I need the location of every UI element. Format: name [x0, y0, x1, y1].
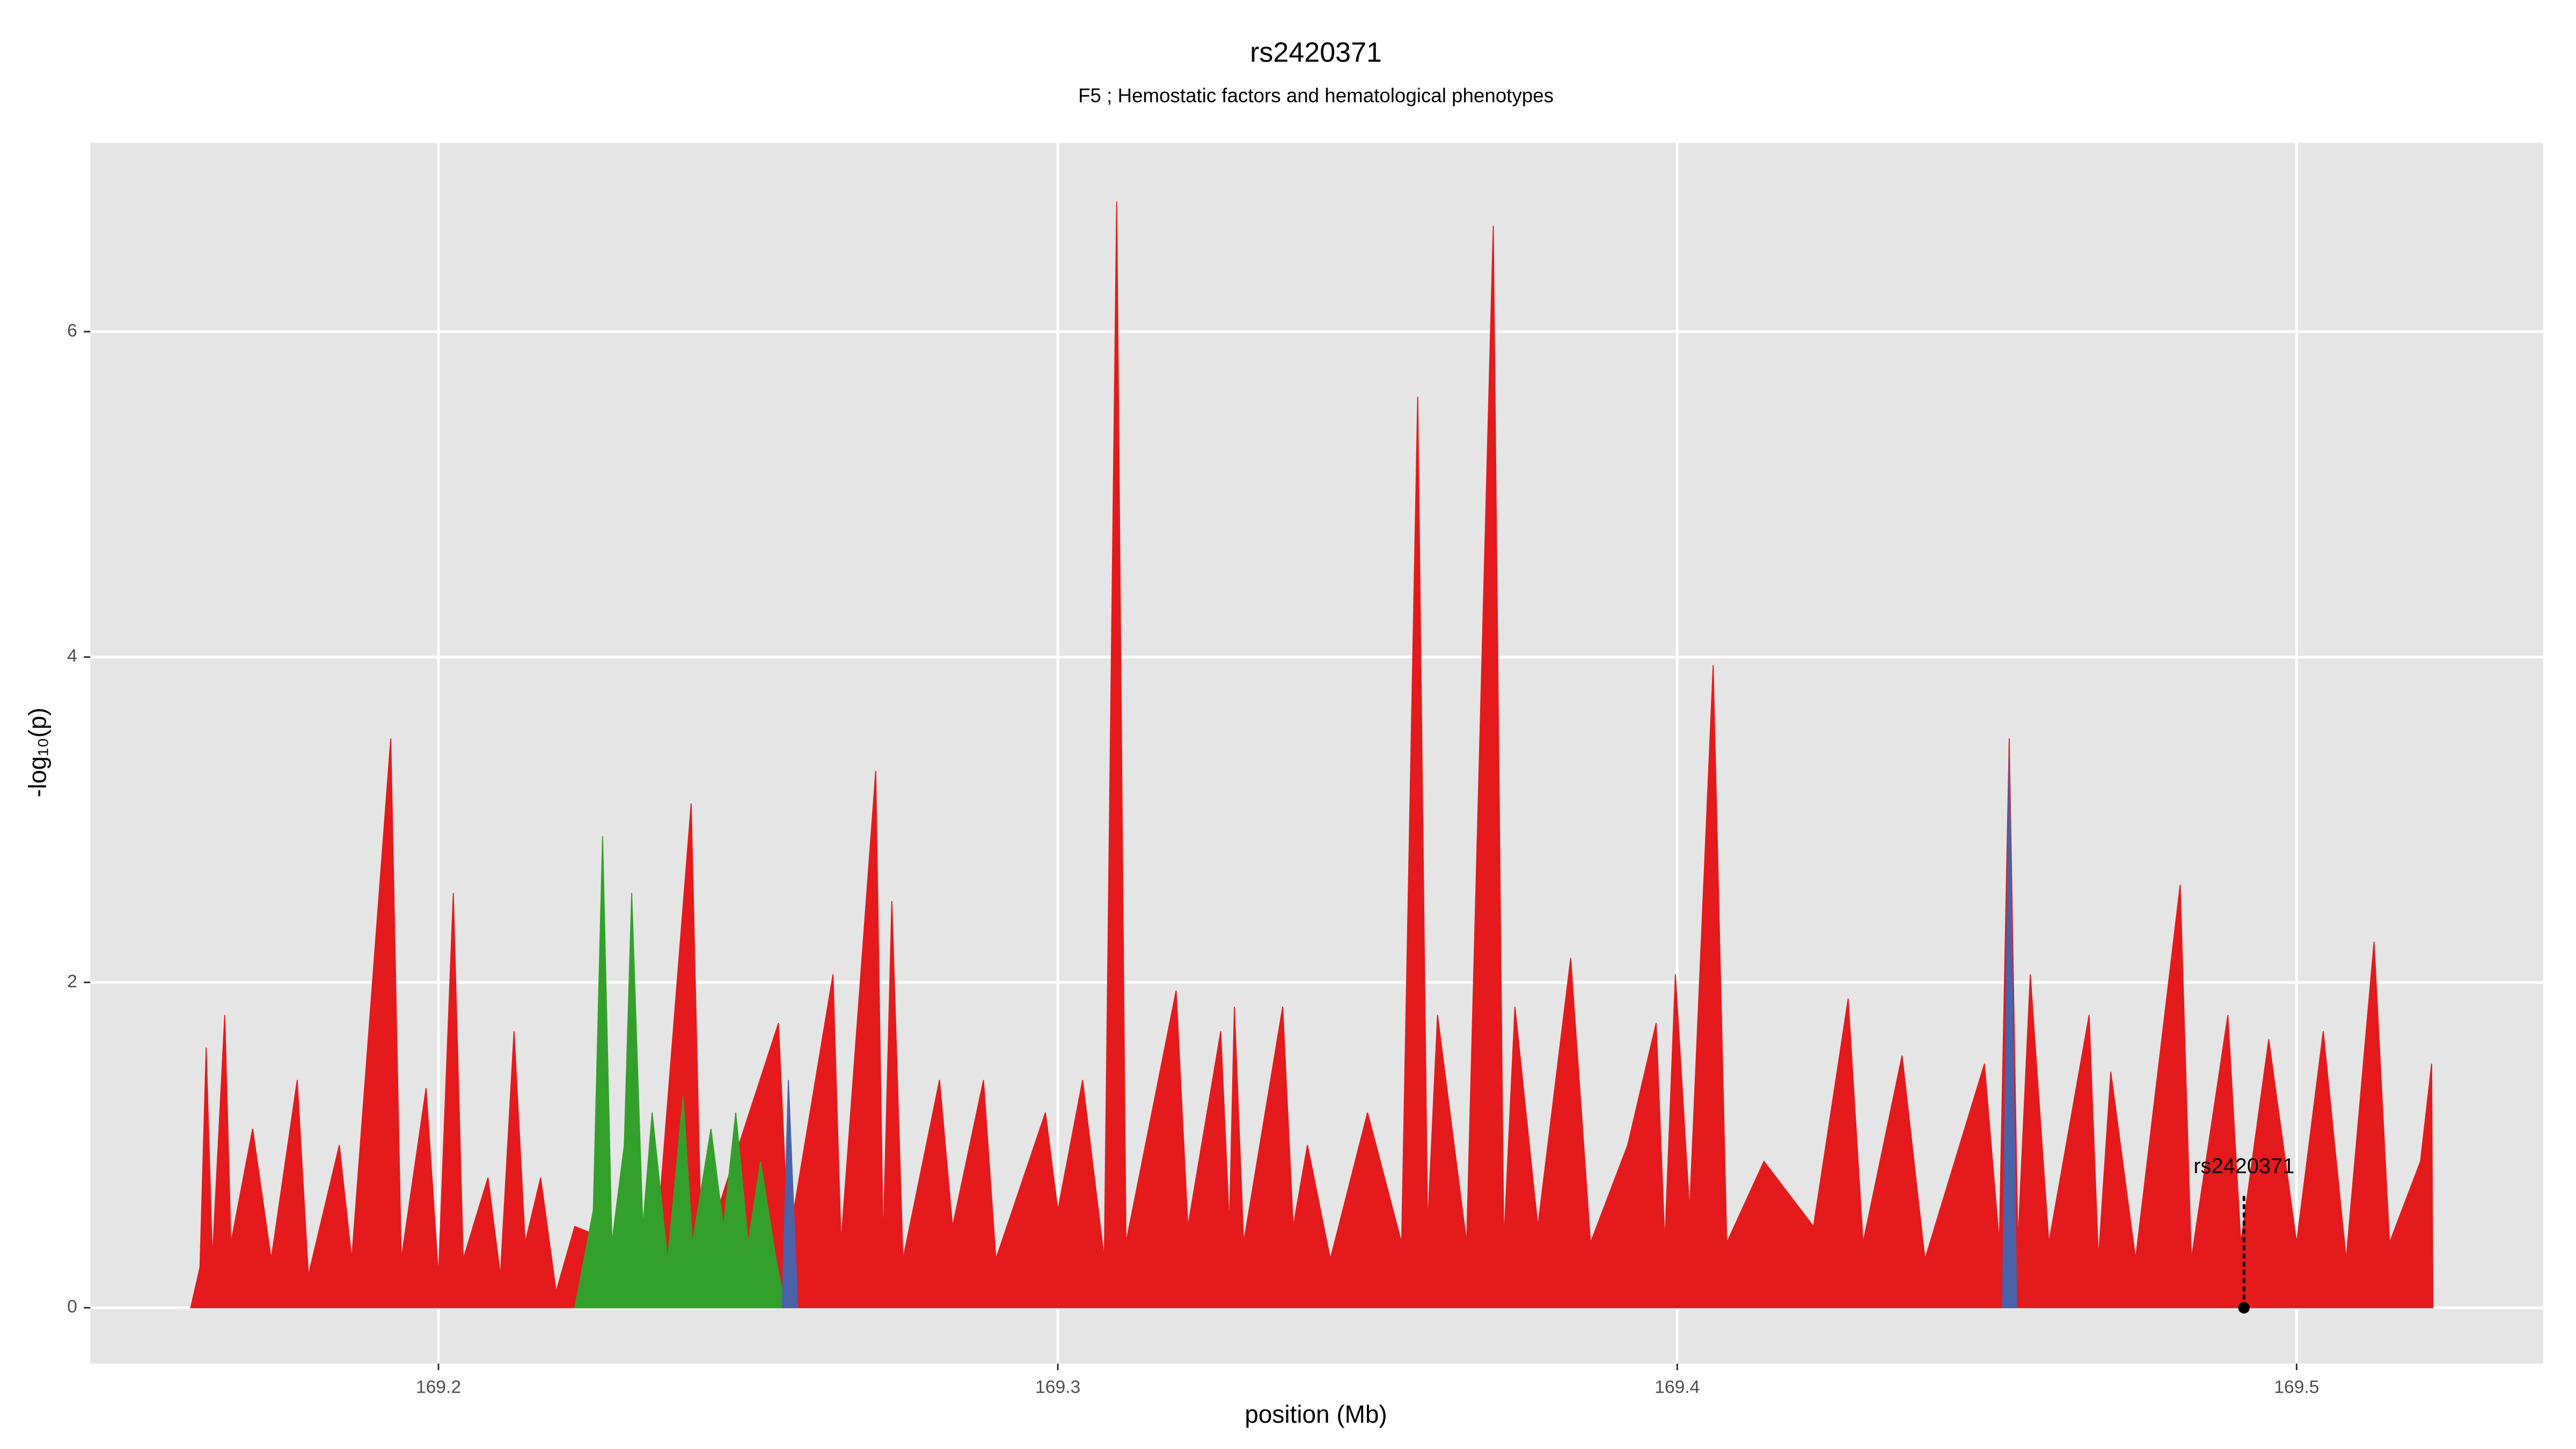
area — [574, 836, 786, 1308]
x-tick-label: 169.4 — [1655, 1378, 1700, 1397]
chart-title: rs2420371 — [1250, 37, 1382, 68]
y-axis-title: -log₁₀(p) — [24, 707, 52, 797]
x-tick-label: 169.3 — [1035, 1378, 1080, 1397]
plot-panel — [90, 143, 2543, 1364]
annotation-label: rs2420371 — [2193, 1154, 2294, 1178]
y-tick-label: 2 — [67, 971, 77, 991]
chart-subtitle: F5 ; Hemostatic factors and hematologica… — [1078, 84, 1554, 106]
area — [2002, 755, 2017, 1308]
plot-area — [190, 201, 2434, 1308]
y-tick-label: 0 — [67, 1297, 77, 1317]
x-axis-title: position (Mb) — [1245, 1400, 1387, 1428]
area — [781, 1080, 799, 1308]
x-tick-label: 169.5 — [2274, 1378, 2319, 1397]
x-tick-label: 169.2 — [416, 1378, 461, 1397]
y-tick-label: 6 — [67, 321, 77, 341]
y-tick-label: 4 — [67, 646, 77, 666]
annotation-point — [2238, 1302, 2250, 1314]
area — [190, 201, 2434, 1308]
